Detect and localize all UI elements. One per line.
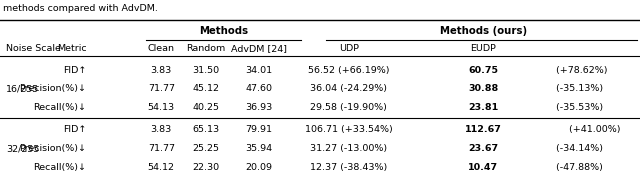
Text: Recall(%)↓: Recall(%)↓ bbox=[33, 163, 86, 171]
Text: (+41.00%): (+41.00%) bbox=[566, 126, 621, 134]
Text: 23.81: 23.81 bbox=[468, 103, 499, 112]
Text: 71.77: 71.77 bbox=[148, 144, 175, 153]
Text: 16/255: 16/255 bbox=[6, 84, 40, 93]
Text: 3.83: 3.83 bbox=[150, 66, 172, 75]
Text: 25.25: 25.25 bbox=[193, 144, 220, 153]
Text: 20.09: 20.09 bbox=[246, 163, 273, 171]
Text: 31.50: 31.50 bbox=[193, 66, 220, 75]
Text: 45.12: 45.12 bbox=[193, 84, 220, 93]
Text: 22.30: 22.30 bbox=[193, 163, 220, 171]
Text: (-47.88%): (-47.88%) bbox=[552, 163, 602, 171]
Text: 112.67: 112.67 bbox=[465, 126, 502, 134]
Text: 54.12: 54.12 bbox=[148, 163, 175, 171]
Text: 79.91: 79.91 bbox=[246, 126, 273, 134]
Text: 3.83: 3.83 bbox=[150, 126, 172, 134]
Text: 71.77: 71.77 bbox=[148, 84, 175, 93]
Text: 54.13: 54.13 bbox=[148, 103, 175, 112]
Text: Random: Random bbox=[186, 44, 226, 53]
Text: 47.60: 47.60 bbox=[246, 84, 273, 93]
Text: FID↑: FID↑ bbox=[63, 66, 86, 75]
Text: (-34.14%): (-34.14%) bbox=[552, 144, 603, 153]
Text: 10.47: 10.47 bbox=[468, 163, 499, 171]
Text: 29.58 (-19.90%): 29.58 (-19.90%) bbox=[310, 103, 387, 112]
Text: Precision(%)↓: Precision(%)↓ bbox=[19, 144, 86, 153]
Text: 12.37 (-38.43%): 12.37 (-38.43%) bbox=[310, 163, 387, 171]
Text: 31.27 (-13.00%): 31.27 (-13.00%) bbox=[310, 144, 387, 153]
Text: (+78.62%): (+78.62%) bbox=[552, 66, 607, 75]
Text: AdvDM [24]: AdvDM [24] bbox=[231, 44, 287, 53]
Text: EUDP: EUDP bbox=[470, 44, 496, 53]
Text: 30.88: 30.88 bbox=[468, 84, 499, 93]
Text: Precision(%)↓: Precision(%)↓ bbox=[19, 84, 86, 93]
Text: FID↑: FID↑ bbox=[63, 126, 86, 134]
Text: 35.94: 35.94 bbox=[246, 144, 273, 153]
Text: Methods: Methods bbox=[199, 26, 248, 36]
Text: 60.75: 60.75 bbox=[468, 66, 498, 75]
Text: Clean: Clean bbox=[148, 44, 175, 53]
Text: Recall(%)↓: Recall(%)↓ bbox=[33, 103, 86, 112]
Text: UDP: UDP bbox=[339, 44, 359, 53]
Text: 40.25: 40.25 bbox=[193, 103, 220, 112]
Text: methods compared with AdvDM.: methods compared with AdvDM. bbox=[3, 4, 158, 13]
Text: Noise Scale: Noise Scale bbox=[6, 44, 61, 53]
Text: (-35.53%): (-35.53%) bbox=[552, 103, 603, 112]
Text: 34.01: 34.01 bbox=[246, 66, 273, 75]
Text: 56.52 (+66.19%): 56.52 (+66.19%) bbox=[308, 66, 390, 75]
Text: 106.71 (+33.54%): 106.71 (+33.54%) bbox=[305, 126, 393, 134]
Text: 65.13: 65.13 bbox=[193, 126, 220, 134]
Text: Methods (ours): Methods (ours) bbox=[440, 26, 527, 36]
Text: (-35.13%): (-35.13%) bbox=[552, 84, 603, 93]
Text: Metric: Metric bbox=[57, 44, 86, 53]
Text: 36.93: 36.93 bbox=[246, 103, 273, 112]
Text: 32/255: 32/255 bbox=[6, 144, 40, 153]
Text: 36.04 (-24.29%): 36.04 (-24.29%) bbox=[310, 84, 387, 93]
Text: 23.67: 23.67 bbox=[468, 144, 499, 153]
